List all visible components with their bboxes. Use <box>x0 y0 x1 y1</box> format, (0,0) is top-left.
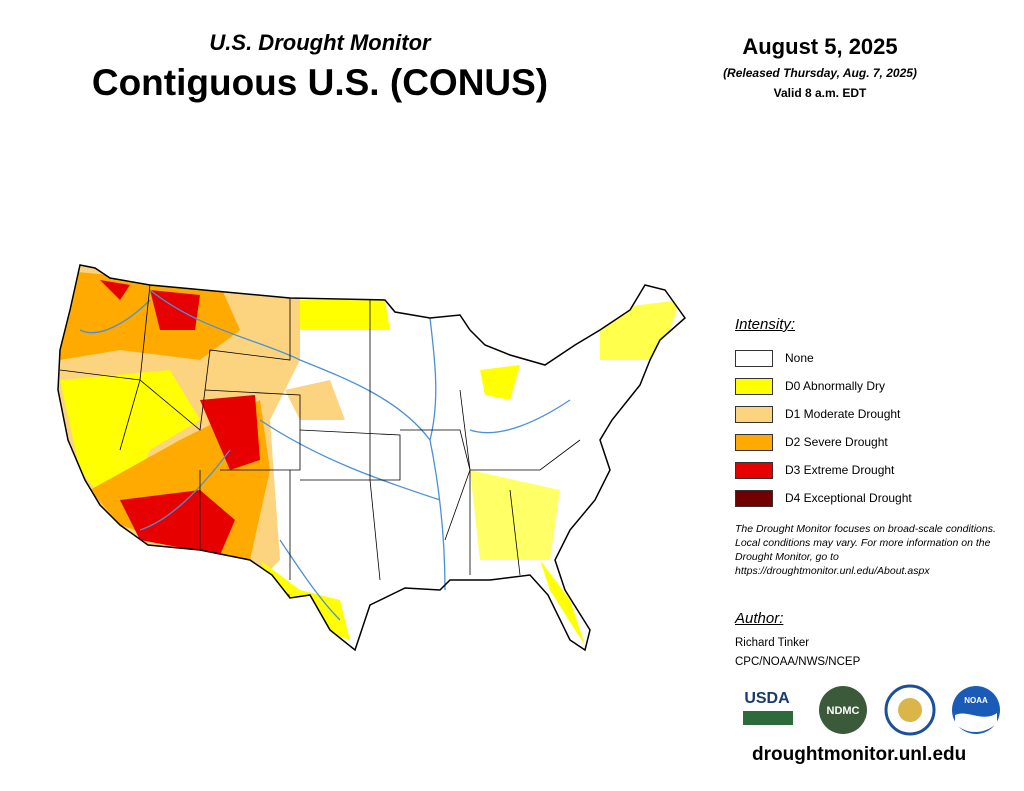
state-borders <box>59 284 581 581</box>
author-org: CPC/NOAA/NWS/NCEP <box>735 656 861 668</box>
legend-label: D1 Moderate Drought <box>785 407 901 421</box>
legend-label: D3 Extreme Drought <box>785 463 895 477</box>
logo-text: NOAA <box>964 696 988 705</box>
legend-swatch <box>735 489 773 507</box>
legend-item: D1 Moderate Drought <box>735 400 912 428</box>
subtitle: U.S. Drought Monitor <box>209 30 431 55</box>
legend-item: D3 Extreme Drought <box>735 456 912 484</box>
website: droughtmonitor.unl.edu <box>752 744 967 765</box>
usda-logo: USDA <box>743 690 793 725</box>
logos: USDA NDMC NOAA <box>743 684 1000 736</box>
legend-swatch <box>735 349 773 367</box>
ndmc-logo: NDMC <box>819 686 867 734</box>
author-name: Richard Tinker <box>735 637 810 649</box>
legend-title: Intensity: <box>735 316 796 333</box>
author-heading: Author: <box>735 610 784 627</box>
drought-areas <box>58 265 680 645</box>
legend-item: D4 Exceptional Drought <box>735 484 912 512</box>
map <box>57 264 686 651</box>
legend-item: D2 Severe Drought <box>735 428 912 456</box>
map-date: August 5, 2025 <box>742 34 898 59</box>
rivers <box>79 289 571 621</box>
logo-text: USDA <box>744 690 790 707</box>
legend-label: D4 Exceptional Drought <box>785 491 912 505</box>
legend-swatch <box>735 461 773 479</box>
title: Contiguous U.S. (CONUS) <box>91 62 549 103</box>
legend-label: D2 Severe Drought <box>785 435 888 449</box>
doc-logo <box>884 684 936 736</box>
noaa-logo: NOAA <box>952 686 1000 734</box>
legend: None D0 Abnormally Dry D1 Moderate Drought… <box>735 344 912 512</box>
release-date: (Released Thursday, Aug. 7, 2025) <box>723 66 917 80</box>
legend-swatch <box>735 405 773 423</box>
legend-label: None <box>785 351 814 365</box>
legend-item: None <box>735 344 912 372</box>
logo-text: NDMC <box>827 705 860 717</box>
legend-item: D0 Abnormally Dry <box>735 372 912 400</box>
legend-swatch <box>735 377 773 395</box>
valid-time: Valid 8 a.m. EDT <box>773 86 867 100</box>
legend-swatch <box>735 433 773 451</box>
legend-label: D0 Abnormally Dry <box>785 379 886 393</box>
note: The Drought Monitor focuses on broad-sca… <box>735 523 996 577</box>
